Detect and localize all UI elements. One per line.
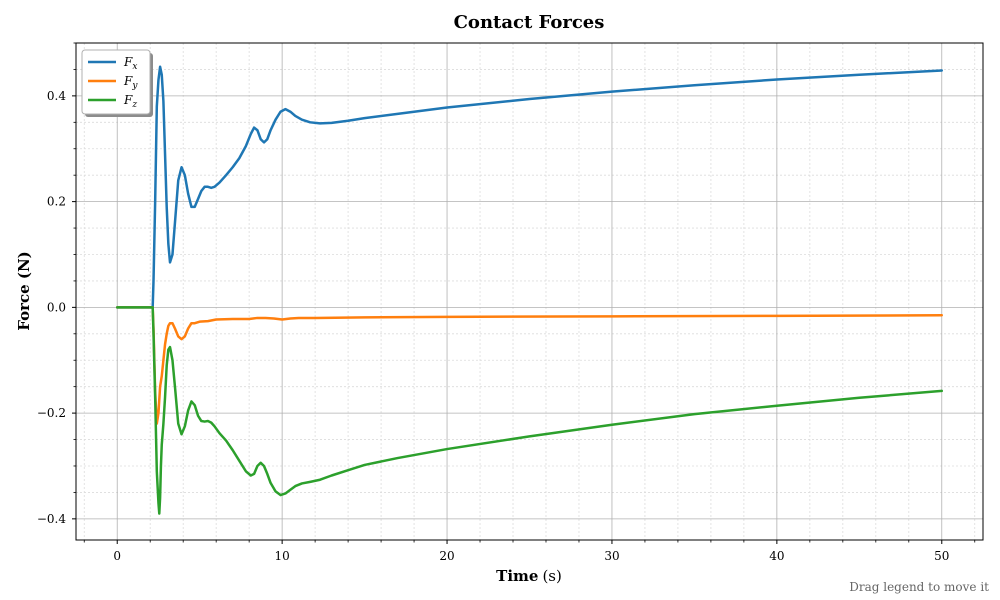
legend-label-fx: Fx bbox=[123, 55, 137, 72]
y-tick-label: 0.2 bbox=[47, 195, 66, 209]
major-grid bbox=[76, 43, 983, 540]
x-tick-label: 20 bbox=[439, 549, 454, 563]
x-tick-label: 30 bbox=[604, 549, 619, 563]
minor-grid bbox=[76, 42, 983, 540]
legend-label-fy: Fy bbox=[123, 74, 138, 91]
series-line-fx bbox=[115, 65, 944, 309]
axes-frame bbox=[75, 42, 984, 541]
legend-label-fz: Fz bbox=[123, 93, 137, 110]
ticks-layer: 0 10 20 30 40 50 −0.4 −0.2 0.0 0.2 0.4 bbox=[37, 42, 976, 563]
x-tick-label: 40 bbox=[769, 549, 784, 563]
drag-legend-hint: Drag legend to move it bbox=[849, 580, 989, 594]
x-tick-label: 10 bbox=[274, 549, 289, 563]
series-layer bbox=[115, 65, 944, 515]
legend[interactable]: Fx Fy Fz bbox=[81, 49, 153, 117]
y-tick-label: 0.0 bbox=[47, 300, 66, 314]
y-tick-label: −0.4 bbox=[37, 512, 67, 526]
y-axis-label: Force (N) bbox=[15, 251, 33, 331]
x-tick-label: 50 bbox=[934, 549, 949, 563]
legend-entries: Fx Fy Fz bbox=[88, 55, 138, 110]
x-axis-label-main: Time bbox=[496, 567, 538, 585]
chart-title: Contact Forces bbox=[454, 12, 605, 33]
series-line-fy bbox=[115, 306, 944, 425]
series-line-fz bbox=[115, 306, 944, 515]
y-tick-label: −0.2 bbox=[37, 406, 66, 420]
x-tick-label: 0 bbox=[113, 549, 121, 563]
x-axis-label: Time (s) bbox=[496, 567, 562, 585]
y-tick-label: 0.4 bbox=[47, 89, 66, 103]
x-axis-label-unit: (s) bbox=[542, 567, 561, 585]
